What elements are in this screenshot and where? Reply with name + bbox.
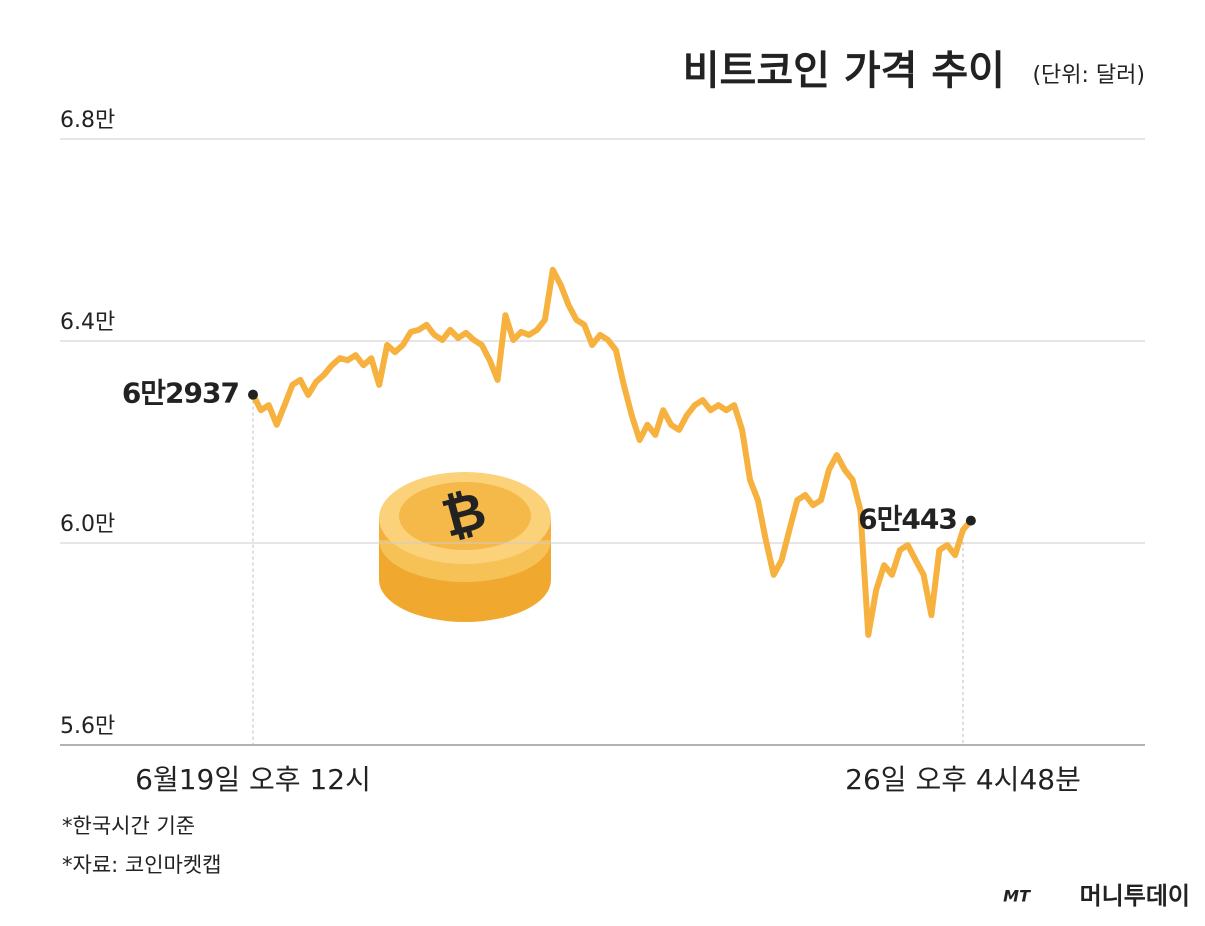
value-label: 6만443: [858, 503, 957, 536]
y-tick-label: 5.6만: [60, 714, 115, 739]
chart-title: 비트코인 가격 추이: [683, 48, 1005, 94]
start-marker: [965, 515, 976, 526]
y-tick-label: 6.4만: [60, 310, 115, 335]
coin-illustration: ₿: [379, 472, 551, 622]
value-label: 6만2937: [122, 377, 239, 410]
y-tick-label: 6.0만: [60, 512, 115, 537]
x-tick-label: 26일 오후 4시48분: [845, 763, 1081, 796]
watermark-text: 머니투데이: [1080, 882, 1190, 910]
footnote: *한국시간 기준: [62, 814, 195, 838]
watermark-logo: MT: [1003, 887, 1031, 906]
x-tick-label: 6월19일 오후 12시: [135, 763, 371, 796]
footnote: *자료: 코인마켓캡: [62, 853, 222, 877]
y-tick-label: 6.8만: [60, 108, 115, 133]
start-marker: [248, 389, 258, 400]
price-line: [250, 266, 974, 638]
chart-subtitle: (단위: 달러): [1032, 63, 1145, 88]
